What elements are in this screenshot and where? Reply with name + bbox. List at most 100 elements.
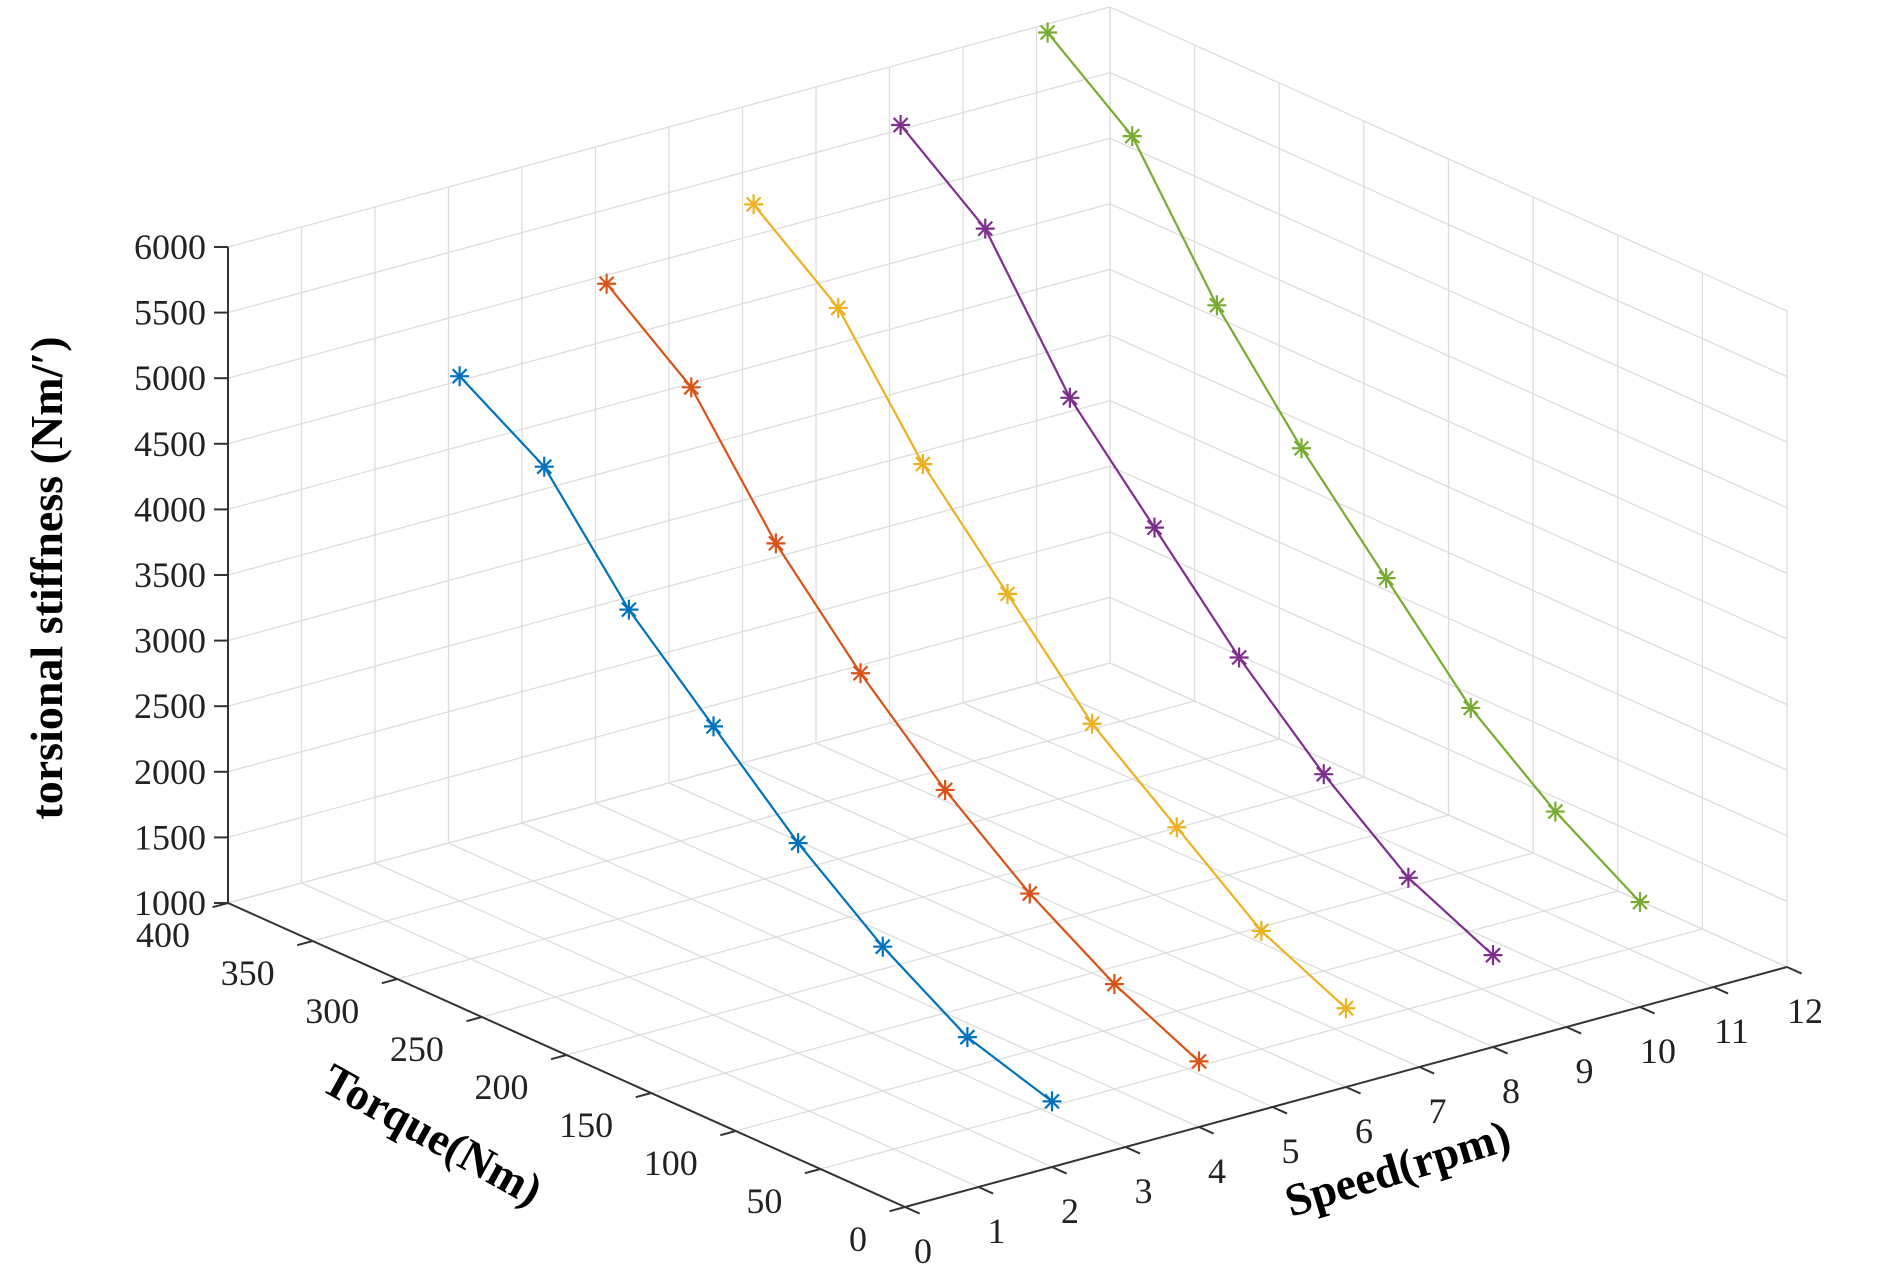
tick-labels: 0 1 2 3 4 5 6 7 8 9 10 11 12050100150200250300350400… bbox=[134, 227, 1823, 1271]
y-tick-mark bbox=[635, 1092, 652, 1099]
z-tick-label: 3500 bbox=[134, 555, 206, 595]
data-point-marker bbox=[851, 663, 870, 684]
x-tick-label: 10 bbox=[1640, 1031, 1676, 1071]
floor-grid-line bbox=[312, 700, 1195, 942]
x-tick-label: 11 bbox=[1714, 1011, 1749, 1051]
x-tick-label: 8 bbox=[1502, 1071, 1520, 1111]
y-tick-mark bbox=[466, 1016, 483, 1023]
x-tick-mark bbox=[1272, 1106, 1288, 1115]
right-wall-grid-line bbox=[1109, 531, 1788, 837]
x-tick-label: 0 bbox=[914, 1231, 932, 1271]
x-tick-label: 12 bbox=[1787, 991, 1823, 1031]
data-point-marker bbox=[1038, 22, 1058, 43]
right-wall-grid-line bbox=[1109, 268, 1788, 574]
data-point-marker bbox=[1251, 920, 1271, 941]
data-point-marker bbox=[1060, 387, 1080, 408]
data-point-marker bbox=[1167, 817, 1187, 838]
y-tick-mark bbox=[804, 1168, 821, 1175]
y-tick-label: 250 bbox=[390, 1029, 444, 1069]
x-tick-label: 4 bbox=[1208, 1151, 1226, 1191]
z-tick-label: 5500 bbox=[134, 293, 206, 333]
x-axis-label: Speed(rpm) bbox=[1279, 1110, 1516, 1227]
floor-grid-line bbox=[397, 738, 1280, 980]
x-tick-mark bbox=[1198, 1126, 1215, 1135]
data-point-marker bbox=[597, 273, 617, 294]
data-point-marker bbox=[1545, 801, 1565, 822]
z-tick-label: 6000 bbox=[134, 227, 206, 267]
y-tick-mark bbox=[720, 1130, 737, 1137]
right-wall-grid-line bbox=[1109, 334, 1788, 640]
series-line bbox=[458, 375, 1053, 1103]
x-tick-mark bbox=[1639, 1006, 1656, 1015]
data-point-marker bbox=[450, 366, 470, 387]
data-point-marker bbox=[766, 533, 786, 554]
floor-grid-line bbox=[820, 928, 1703, 1170]
data-point-marker bbox=[1042, 1091, 1062, 1112]
data-series bbox=[450, 22, 1650, 1112]
x-tick-label: 2 bbox=[1061, 1191, 1079, 1231]
data-point-marker bbox=[681, 377, 701, 398]
x-tick-mark bbox=[1345, 1086, 1362, 1095]
data-point-marker bbox=[1461, 697, 1481, 718]
x-tick-mark bbox=[904, 1206, 921, 1215]
x-tick-mark bbox=[1566, 1026, 1582, 1035]
right-wall-grid-line bbox=[1109, 662, 1788, 968]
data-point-marker bbox=[1020, 883, 1040, 904]
y-tick-mark bbox=[381, 978, 398, 985]
data-point-marker bbox=[704, 716, 723, 737]
z-tick-label: 4500 bbox=[134, 424, 206, 464]
data-point-marker bbox=[998, 583, 1017, 604]
y-tick-mark bbox=[889, 1206, 906, 1213]
data-point-marker bbox=[619, 599, 639, 620]
data-point-marker bbox=[1376, 568, 1396, 589]
data-point-marker bbox=[1104, 974, 1124, 995]
x-tick-label: 1 bbox=[988, 1211, 1006, 1251]
z-tick-label: 3000 bbox=[134, 621, 206, 661]
y-tick-label: 350 bbox=[221, 953, 275, 993]
data-point-marker bbox=[1314, 764, 1334, 785]
right-wall-grid-line bbox=[1109, 465, 1788, 771]
x-tick-mark bbox=[1713, 986, 1729, 995]
data-point-marker bbox=[873, 936, 893, 957]
z-tick-label: 2500 bbox=[134, 686, 206, 726]
x-tick-mark bbox=[1786, 966, 1803, 975]
data-point-marker bbox=[1122, 126, 1142, 147]
right-wall-grid-line bbox=[1109, 6, 1788, 312]
x-tick-label: 9 bbox=[1576, 1051, 1594, 1091]
z-tick-label: 1500 bbox=[134, 817, 206, 857]
back-wall-grid-line bbox=[227, 334, 1111, 576]
data-point-marker bbox=[1292, 438, 1311, 459]
y-tick-mark bbox=[296, 940, 313, 947]
series-line bbox=[752, 203, 1347, 1010]
series-line bbox=[899, 124, 1494, 956]
grid-lines bbox=[227, 6, 1788, 1208]
y-tick-label: 50 bbox=[746, 1181, 782, 1221]
data-point-marker bbox=[957, 1027, 977, 1048]
data-point-marker bbox=[1336, 998, 1356, 1019]
data-point-marker bbox=[788, 833, 808, 854]
back-wall-grid-line bbox=[227, 596, 1111, 839]
right-wall-grid-line bbox=[1109, 400, 1788, 706]
data-point-marker bbox=[1207, 295, 1227, 316]
y-tick-label: 0 bbox=[849, 1219, 867, 1259]
x-tick-mark bbox=[978, 1186, 994, 1195]
z-tick-label: 2000 bbox=[134, 752, 206, 792]
back-wall-grid-line bbox=[227, 531, 1111, 773]
x-tick-label: 7 bbox=[1429, 1091, 1447, 1131]
y-tick-mark bbox=[550, 1054, 567, 1061]
z-axis-label: torsional stiffness (Nm/′) bbox=[21, 336, 72, 819]
back-wall-grid-line bbox=[227, 71, 1111, 314]
data-point-marker bbox=[1145, 517, 1164, 538]
data-point-marker bbox=[1630, 892, 1650, 913]
floor-grid-line bbox=[566, 814, 1449, 1056]
x-tick-mark bbox=[1051, 1166, 1068, 1175]
y-tick-label: 100 bbox=[644, 1143, 698, 1183]
right-wall-grid-line bbox=[1109, 137, 1788, 443]
data-point-marker bbox=[891, 115, 911, 135]
axes bbox=[212, 246, 1803, 1215]
series-line bbox=[1046, 31, 1641, 903]
back-wall-grid-line bbox=[227, 203, 1111, 445]
y-tick-label: 400 bbox=[136, 915, 190, 955]
back-wall-grid-line bbox=[227, 137, 1111, 379]
